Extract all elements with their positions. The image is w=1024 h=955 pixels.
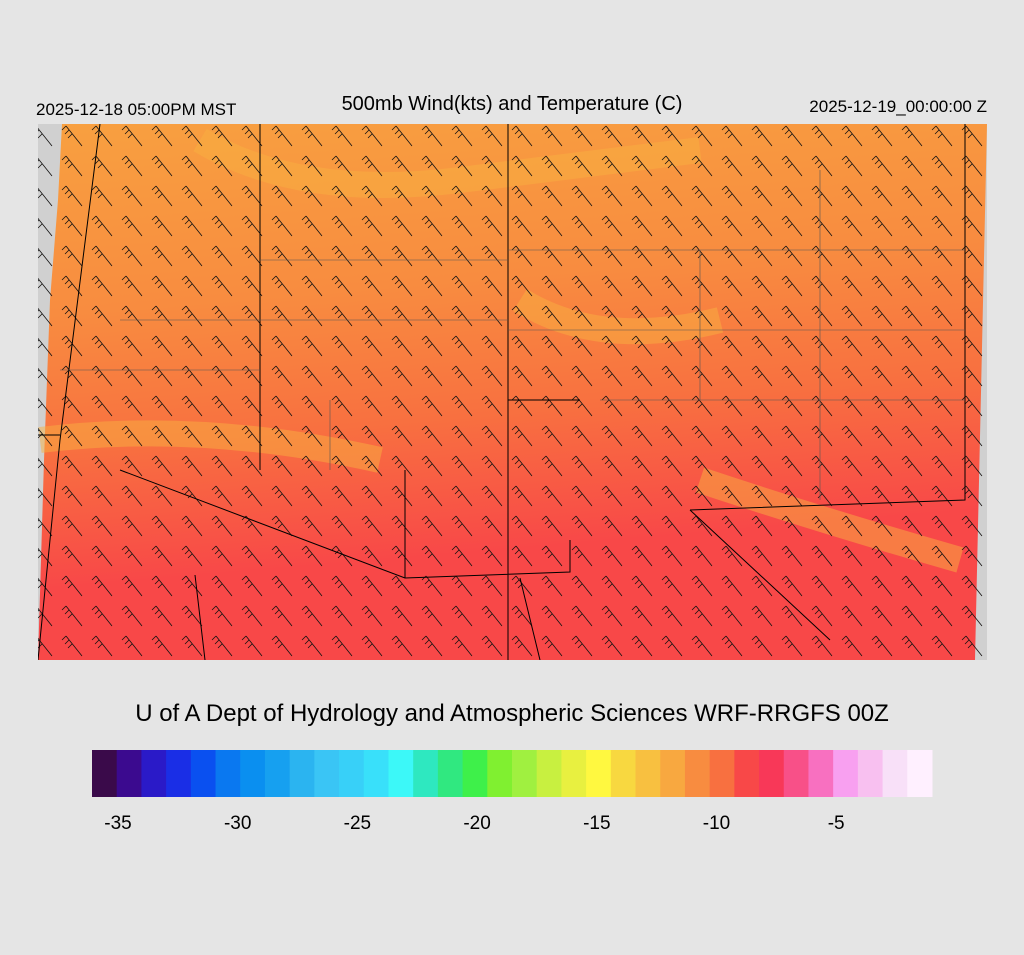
color-swatch	[512, 750, 538, 797]
map-title: 500mb Wind(kts) and Temperature (C)	[342, 93, 683, 115]
colorbar-label: -10	[703, 813, 730, 834]
colorbar-label: -20	[463, 813, 490, 834]
color-swatch	[907, 750, 933, 797]
color-swatch	[586, 750, 612, 797]
color-swatch	[561, 750, 587, 797]
color-swatch	[141, 750, 167, 797]
color-swatch	[314, 750, 340, 797]
color-swatch	[92, 750, 118, 797]
color-swatch	[363, 750, 389, 797]
colorbar-label: -15	[583, 813, 610, 834]
color-swatch	[289, 750, 315, 797]
color-swatch	[734, 750, 760, 797]
color-swatch	[610, 750, 637, 797]
color-swatch	[462, 750, 488, 797]
color-swatch	[190, 750, 217, 797]
color-swatch	[339, 750, 365, 797]
color-swatch	[215, 750, 241, 797]
map	[38, 124, 987, 660]
color-swatch	[684, 750, 711, 797]
color-swatch	[437, 750, 464, 797]
color-swatch	[388, 750, 414, 797]
colorbar: -35 -30 -25 -20 -15 -10 -5	[92, 750, 933, 834]
init-time: 2025-12-19_00:00:00 Z	[809, 97, 987, 116]
color-swatch	[264, 750, 291, 797]
color-swatch	[808, 750, 834, 797]
color-swatch	[709, 750, 735, 797]
colorbar-label: -5	[828, 813, 845, 834]
color-swatch	[116, 750, 142, 797]
color-swatch	[536, 750, 562, 797]
color-swatch	[240, 750, 266, 797]
color-swatch	[857, 750, 884, 797]
colorbar-label: -35	[104, 813, 131, 834]
color-swatch	[833, 750, 859, 797]
valid-time: 2025-12-18 05:00PM MST	[36, 100, 236, 119]
colorbar-label: -30	[224, 813, 251, 834]
color-swatch	[635, 750, 661, 797]
color-swatch	[882, 750, 908, 797]
color-swatch	[166, 750, 192, 797]
color-swatch	[413, 750, 439, 797]
color-swatch	[783, 750, 809, 797]
colorbar-label: -25	[344, 813, 371, 834]
color-swatch	[660, 750, 686, 797]
color-swatch	[487, 750, 513, 797]
color-swatch	[759, 750, 785, 797]
credit: U of A Dept of Hydrology and Atmospheric…	[135, 700, 889, 727]
